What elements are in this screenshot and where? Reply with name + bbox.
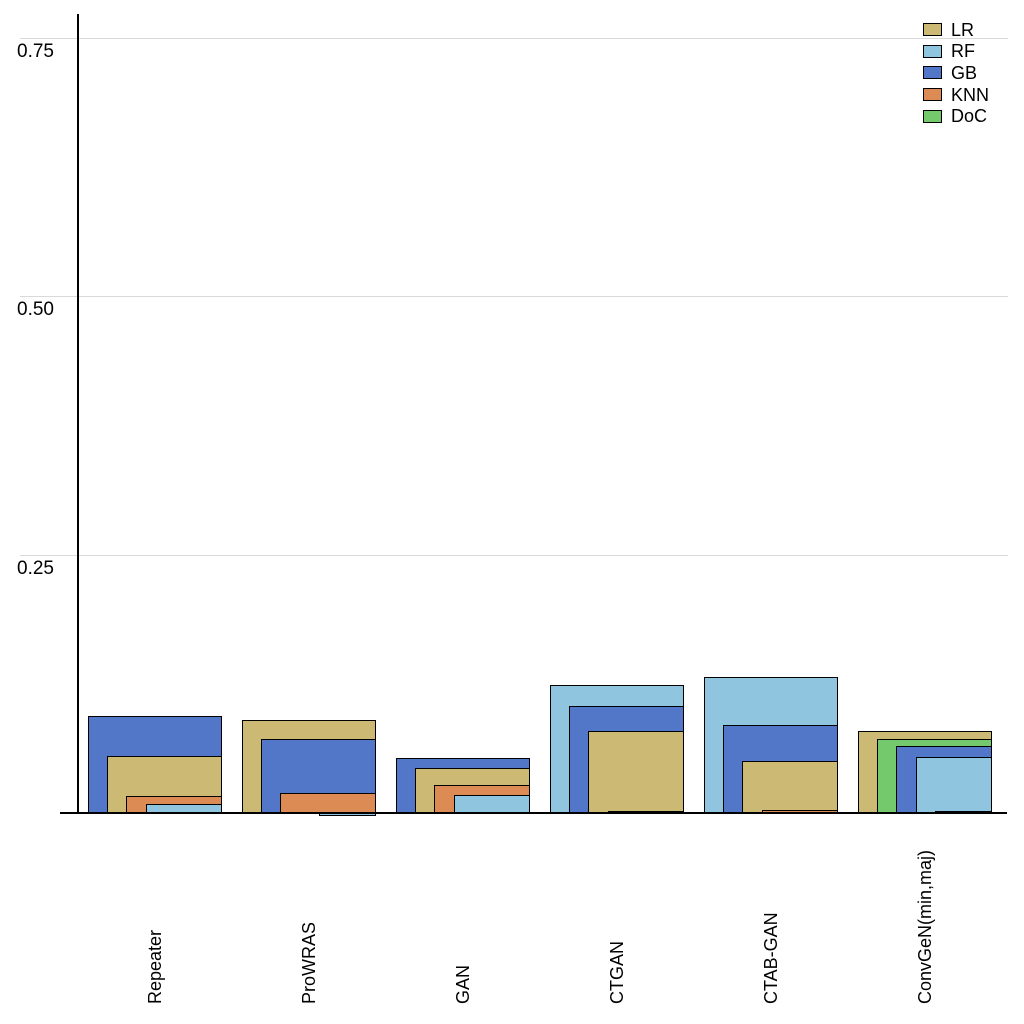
gridline-0.50 — [20, 296, 1008, 297]
y-tick-label: 0.50 — [17, 299, 54, 320]
x-tick-label-CTGAN: CTGAN — [607, 941, 627, 1004]
bar-KNN-ProWRAS — [280, 793, 376, 813]
x-tick-label-ConvGeN(min,maj): ConvGeN(min,maj) — [915, 849, 935, 1004]
legend-swatch-KNN — [923, 88, 942, 102]
legend-swatch-DoC — [923, 109, 942, 123]
legend-label: KNN — [951, 84, 990, 105]
legend-row-DoC: DoC — [923, 105, 989, 127]
bar-LR-CTGAN — [588, 731, 684, 813]
legend-label: DoC — [951, 106, 988, 127]
gridline-0.75 — [20, 37, 1008, 39]
gridline-0.25 — [20, 554, 1008, 556]
x-tick-label-GAN: GAN — [453, 964, 473, 1004]
legend-label: GB — [951, 62, 978, 83]
bar-RF-GAN — [453, 795, 530, 813]
legend-row-LR: LR — [923, 19, 989, 41]
x-tick-label-Repeater: Repeater — [145, 929, 165, 1004]
legend-swatch-GB — [923, 66, 942, 80]
legend-label: LR — [951, 19, 975, 40]
legend-row-RF: RF — [923, 41, 989, 63]
bar-RF-ConvGeN(min,maj) — [915, 757, 992, 813]
legend: LR RF GB KNN DoC — [923, 19, 989, 127]
bar-LR-CTAB-GAN — [742, 761, 838, 813]
x-axis-line — [60, 812, 1007, 814]
legend-swatch-LR — [923, 23, 942, 37]
legend-swatch-RF — [923, 44, 942, 58]
legend-row-GB: GB — [923, 62, 989, 84]
y-tick-label: 0.75 — [17, 40, 54, 62]
y-tick-label: 0.25 — [17, 557, 54, 579]
x-tick-label-ProWRAS: ProWRAS — [299, 921, 319, 1004]
legend-row-KNN: KNN — [923, 84, 989, 106]
x-tick-label-CTAB-GAN: CTAB-GAN — [761, 912, 781, 1004]
y-axis-line — [77, 14, 79, 813]
legend-label: RF — [951, 41, 975, 62]
